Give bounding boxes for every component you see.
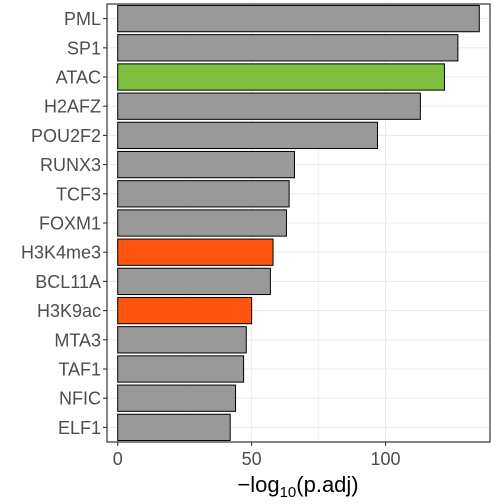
y-tick-label: BCL11A bbox=[35, 272, 101, 292]
bar-pou2f2 bbox=[117, 121, 379, 150]
bar-taf1 bbox=[117, 355, 245, 383]
y-tick-label: H3K4me3 bbox=[21, 243, 101, 263]
y-tick-label: PML bbox=[64, 9, 101, 29]
y-tick-label: SP1 bbox=[67, 38, 101, 58]
y-tick-label: TAF1 bbox=[58, 360, 101, 380]
bar-mta3 bbox=[117, 326, 247, 354]
bar-h3k4me3 bbox=[117, 238, 274, 266]
bar-bcl11a bbox=[117, 267, 271, 296]
bars bbox=[117, 4, 480, 442]
bar-atac bbox=[117, 63, 445, 91]
y-tick-label: NFIC bbox=[59, 389, 101, 409]
bar-nfic bbox=[117, 384, 237, 412]
bar-h2afz bbox=[117, 92, 421, 120]
bar-sp1 bbox=[117, 34, 459, 62]
bar-runx3 bbox=[117, 150, 295, 179]
bar-pml bbox=[117, 4, 480, 33]
y-tick-label: TCF3 bbox=[56, 184, 101, 204]
x-tick-label: 100 bbox=[371, 449, 401, 469]
x-axis-ticks: 0 50 100 bbox=[113, 442, 401, 469]
bar-h3k9ac bbox=[117, 296, 253, 325]
y-tick-label: FOXM1 bbox=[39, 214, 101, 234]
bar-tcf3 bbox=[117, 180, 290, 208]
y-tick-label: POU2F2 bbox=[31, 126, 101, 146]
y-tick-label: H3K9ac bbox=[37, 301, 101, 321]
x-tick-label: 50 bbox=[242, 449, 262, 469]
y-tick-label: H2AFZ bbox=[44, 97, 101, 117]
y-tick-label: RUNX3 bbox=[40, 155, 101, 175]
bar-elf1 bbox=[117, 413, 231, 442]
y-axis-ticks: PML SP1 ATAC H2AFZ POU2F2 RUNX3 TCF3 FOXM1 H3K4m… bbox=[21, 9, 107, 438]
y-tick-label: ATAC bbox=[56, 68, 101, 88]
x-axis-title: −log10(p.adj) bbox=[237, 472, 358, 501]
x-tick-label: 0 bbox=[113, 449, 123, 469]
bar-foxm1 bbox=[117, 209, 287, 237]
y-tick-label: ELF1 bbox=[58, 418, 101, 438]
y-tick-label: MTA3 bbox=[54, 330, 101, 350]
